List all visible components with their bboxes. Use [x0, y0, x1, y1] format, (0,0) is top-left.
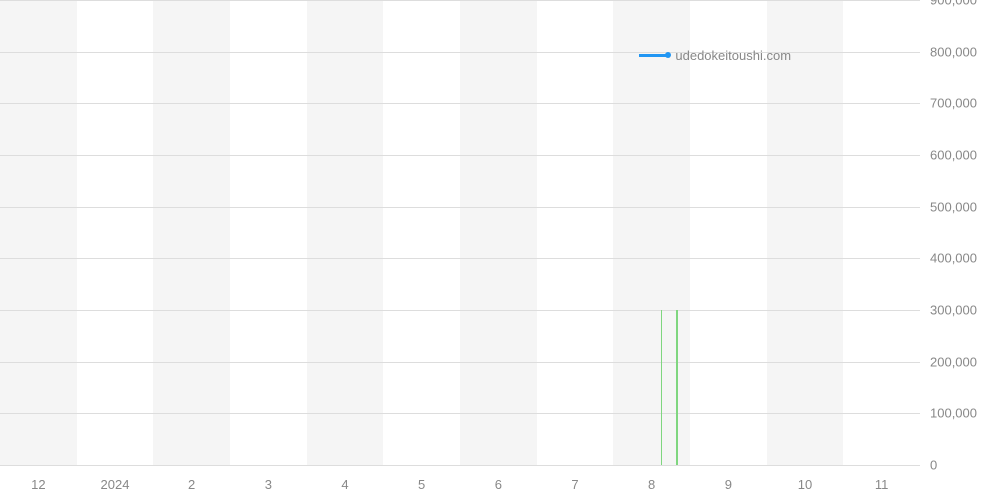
alt-band: [307, 0, 384, 465]
grid-line: [0, 155, 920, 156]
y-tick-label: 800,000: [930, 44, 977, 59]
grid-line: [0, 310, 920, 311]
y-tick-label: 600,000: [930, 148, 977, 163]
grid-line: [0, 413, 920, 414]
x-tick-label: 5: [418, 477, 425, 492]
x-tick-label: 10: [798, 477, 812, 492]
y-axis: 0100,000200,000300,000400,000500,000600,…: [920, 0, 1000, 465]
y-tick-label: 700,000: [930, 96, 977, 111]
alt-band: [460, 0, 537, 465]
grid-line: [0, 0, 920, 1]
x-tick-label: 7: [571, 477, 578, 492]
x-tick-label: 11: [875, 477, 889, 492]
x-axis: 12 2024 2 3 4 5 6 7 8 9 10 11: [0, 465, 920, 500]
volume-bar: [661, 310, 663, 465]
x-tick-label: 6: [495, 477, 502, 492]
x-tick-label: 12: [31, 477, 45, 492]
x-tick-label: 4: [341, 477, 348, 492]
plot-area: udedokeitoushi.com: [0, 0, 920, 465]
y-tick-label: 100,000: [930, 406, 977, 421]
grid-line: [0, 207, 920, 208]
legend-line-icon: [639, 54, 667, 57]
alt-band: [767, 0, 844, 465]
grid-line: [0, 362, 920, 363]
y-tick-label: 200,000: [930, 354, 977, 369]
x-tick-label: 2024: [101, 477, 130, 492]
chart-legend: udedokeitoushi.com: [639, 48, 791, 63]
grid-line: [0, 258, 920, 259]
alt-band: [0, 0, 77, 465]
grid-line: [0, 103, 920, 104]
volume-bar: [676, 310, 678, 465]
x-tick-label: 9: [725, 477, 732, 492]
x-tick-label: 8: [648, 477, 655, 492]
y-tick-label: 900,000: [930, 0, 977, 8]
x-tick-label: 2: [188, 477, 195, 492]
legend-label: udedokeitoushi.com: [675, 48, 791, 63]
price-chart: udedokeitoushi.com 0 100,000 200,000 300,00…: [0, 0, 1000, 500]
alt-band: [613, 0, 690, 465]
x-tick-label: 3: [265, 477, 272, 492]
legend-dot-icon: [665, 52, 671, 58]
alt-band: [153, 0, 230, 465]
y-tick-label: 300,000: [930, 303, 977, 318]
y-tick-label: 500,000: [930, 199, 977, 214]
y-tick-label: 400,000: [930, 251, 977, 266]
y-tick-label: 0: [930, 458, 937, 473]
